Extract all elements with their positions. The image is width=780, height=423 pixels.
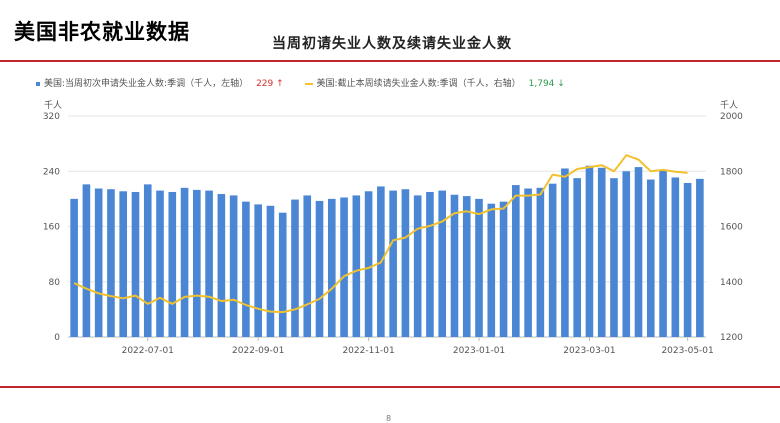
bar (315, 200, 324, 337)
bar (683, 182, 692, 337)
bar (573, 178, 581, 337)
bar (401, 189, 410, 337)
right-tick-label: 1600 (720, 223, 743, 233)
bar (585, 165, 594, 337)
bar (438, 190, 447, 337)
bar (364, 191, 373, 337)
bar (487, 203, 496, 337)
chart-title: 当周初请失业人数及续请失业金人数 (272, 36, 512, 52)
bar (278, 212, 287, 337)
bar (168, 191, 177, 337)
bar (548, 183, 557, 337)
bar (696, 178, 704, 337)
bar (242, 201, 250, 337)
x-tick-label: 2023-03-01 (563, 346, 615, 356)
bottom-divider (0, 386, 780, 388)
legend-item-initial-claims[interactable]: 美国:当周初次申请失业金人数:季调（千人，左轴） 229 ↑ (36, 76, 284, 89)
bar (475, 198, 483, 337)
bar (352, 195, 361, 337)
legend-label-continuing-claims: 美国:截止本周续请失业金人数:季调（千人，右轴） (316, 79, 521, 89)
bar (266, 205, 275, 337)
bar (70, 198, 78, 337)
right-tick-label: 1400 (720, 278, 743, 288)
bar (659, 169, 667, 337)
bar (426, 191, 434, 337)
bar (217, 194, 226, 337)
right-axis-unit: 千人 (720, 101, 739, 111)
left-tick-label: 0 (54, 333, 60, 343)
right-tick-label: 1800 (720, 167, 743, 177)
bar (561, 168, 569, 337)
legend-value-initial-claims: 229 ↑ (256, 79, 284, 89)
x-tick-label: 2022-11-01 (342, 346, 394, 356)
bar (622, 171, 631, 337)
series-line (73, 154, 688, 314)
bar (303, 195, 312, 337)
x-tick-label: 2023-01-01 (453, 346, 505, 356)
left-tick-label: 320 (43, 112, 60, 122)
bar (254, 204, 262, 337)
left-tick-label: 240 (43, 167, 60, 177)
bar (131, 191, 140, 337)
right-tick-label: 1200 (720, 333, 743, 343)
bar (512, 185, 520, 337)
page-title: 美国非农就业数据 (14, 20, 190, 44)
bar (499, 201, 508, 337)
bar (610, 178, 618, 337)
bar (389, 190, 397, 337)
bar (327, 198, 336, 337)
bar (143, 184, 152, 337)
bar (413, 195, 422, 337)
bar (634, 167, 643, 337)
top-divider (0, 60, 780, 62)
right-tick-label: 2000 (720, 112, 743, 122)
bar (450, 194, 459, 337)
legend-label-initial-claims: 美国:当周初次申请失业金人数:季调（千人，左轴） (44, 79, 249, 89)
bar (229, 195, 238, 337)
legend-bar-swatch (36, 81, 40, 86)
bar (646, 179, 655, 337)
x-tick-label: 2022-07-01 (122, 346, 174, 356)
bar (156, 190, 164, 337)
bar (119, 191, 128, 337)
bar (671, 177, 680, 337)
left-axis-unit: 千人 (44, 101, 63, 111)
bar (82, 184, 91, 337)
bar (193, 189, 201, 337)
bar (462, 196, 471, 337)
x-tick-label: 2023-05-01 (661, 346, 713, 356)
bar (291, 199, 299, 337)
bar (340, 197, 348, 337)
bar (597, 167, 606, 337)
legend-value-continuing-claims: 1,794 ↓ (528, 79, 565, 89)
footer-mark: 8 (386, 414, 392, 423)
x-tick-label: 2022-09-01 (232, 346, 284, 356)
left-tick-label: 80 (49, 278, 61, 288)
chart-legend: 美国:当周初次申请失业金人数:季调（千人，左轴） 229 ↑ 美国:截止本周续请失… (36, 76, 583, 89)
bar (536, 187, 545, 337)
legend-item-continuing-claims[interactable]: 美国:截止本周续请失业金人数:季调（千人，右轴） 1,794 ↓ (304, 76, 565, 89)
bar (107, 189, 115, 337)
legend-line-swatch (304, 82, 313, 85)
left-tick-label: 160 (43, 223, 60, 233)
bar (524, 188, 532, 337)
bar (180, 187, 189, 337)
bar (94, 188, 103, 337)
bar (205, 190, 213, 337)
